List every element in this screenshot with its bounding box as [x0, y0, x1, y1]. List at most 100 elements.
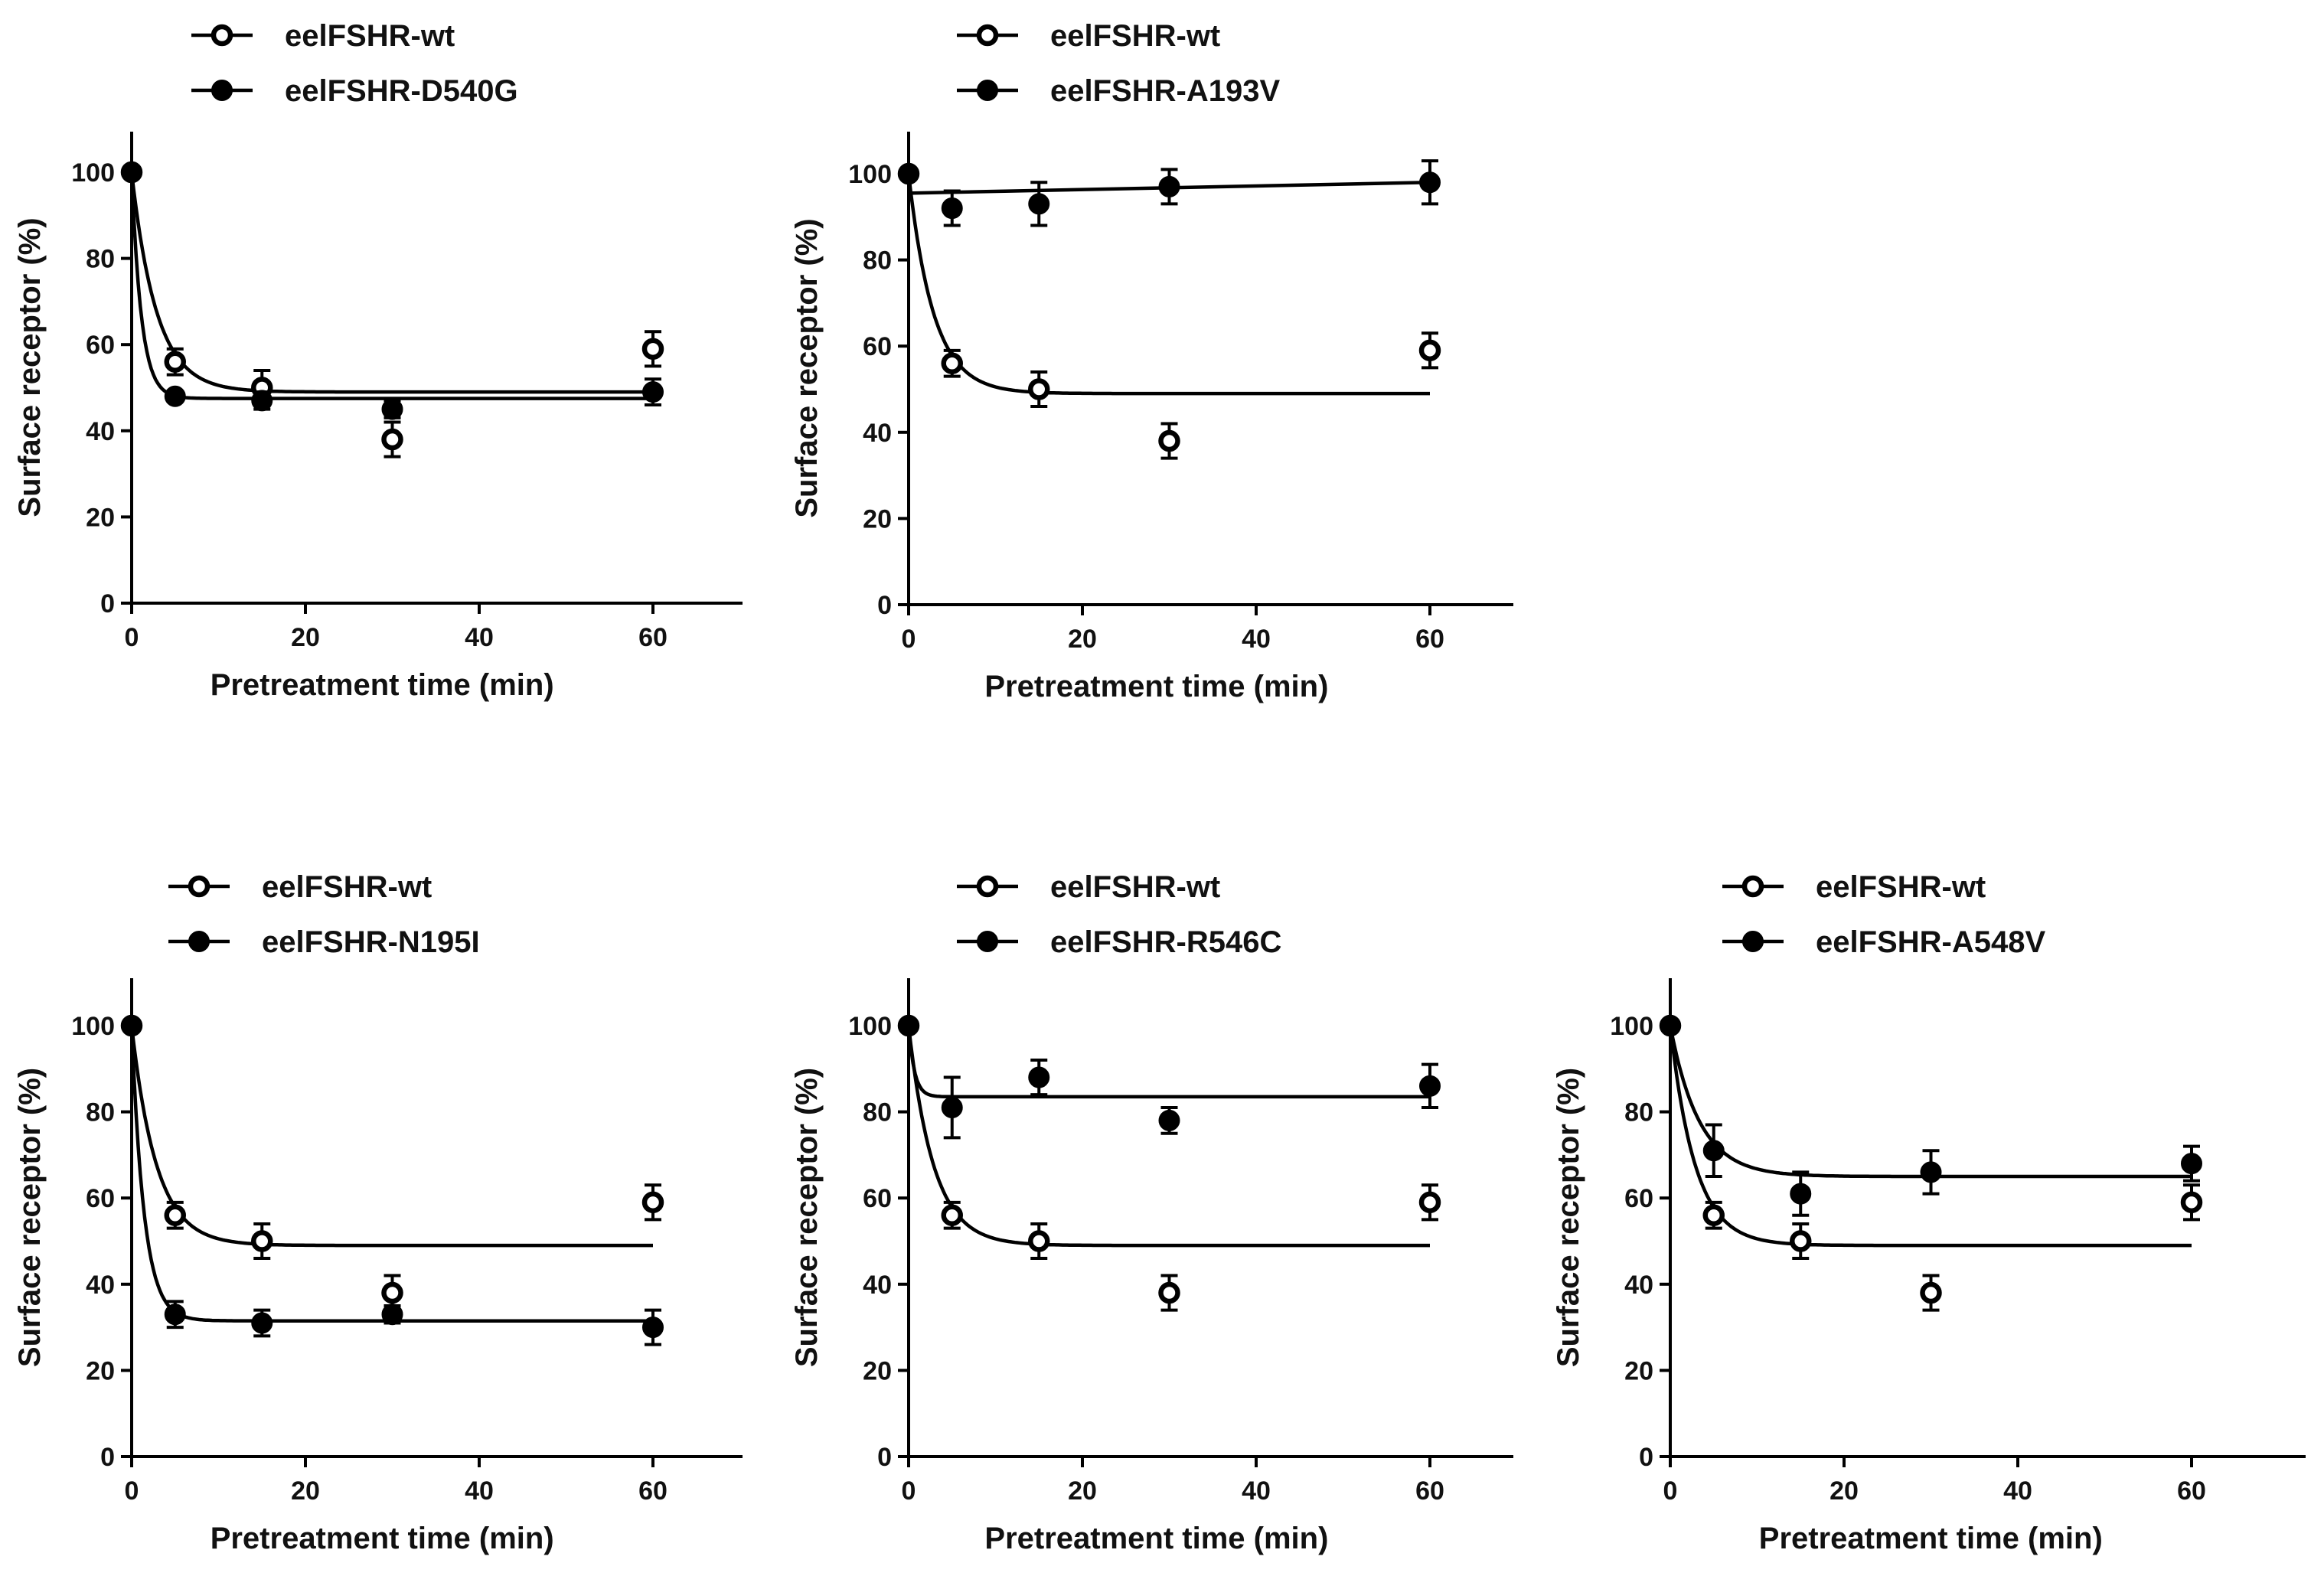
- data-point: [251, 1312, 273, 1334]
- x-tick-label: 20: [291, 1476, 320, 1506]
- x-tick-label: 20: [1829, 1476, 1859, 1506]
- data-point: [164, 351, 186, 373]
- y-tick-label: 0: [100, 1443, 115, 1472]
- legend-label: eelFSHR-A193V: [1050, 74, 1280, 108]
- data-point: [2180, 1191, 2203, 1214]
- data-point: [1028, 1066, 1050, 1088]
- x-tick-label: 40: [465, 623, 494, 652]
- y-tick-label: 20: [863, 1356, 892, 1385]
- data-point: [381, 1304, 403, 1326]
- y-tick-label: 20: [1624, 1356, 1653, 1385]
- series-eelFSHR-D540G: [121, 162, 664, 420]
- legend-label: eelFSHR-wt: [1050, 19, 1220, 53]
- chart-panel-top-left: 0 20 40 60 80 100 0 20 40 60 Pretreatment time (mi…: [13, 19, 743, 702]
- data-point: [164, 385, 186, 407]
- y-tick-label: 100: [71, 158, 115, 188]
- x-tick-label: 0: [902, 1476, 916, 1506]
- y-tick-label: 0: [1639, 1443, 1653, 1472]
- series-eelFSHR-A193V: [898, 159, 1441, 227]
- legend-label: eelFSHR-A548V: [1816, 925, 2045, 959]
- y-axis-label: Surface receptor (%): [790, 218, 824, 517]
- data-point: [1419, 1075, 1441, 1097]
- data-point: [898, 163, 919, 184]
- data-point: [164, 1304, 186, 1326]
- legend-entry: eelFSHR-wt: [168, 870, 432, 904]
- y-axis-label: Surface receptor (%): [13, 1068, 47, 1367]
- legend-marker: [1742, 931, 1764, 952]
- y-tick-label: 0: [877, 591, 892, 620]
- series-eelFSHR-wt: [1659, 1014, 2203, 1312]
- y-tick-label: 20: [86, 1356, 115, 1385]
- legend-label: eelFSHR-wt: [1816, 870, 1986, 904]
- data-point: [251, 1230, 273, 1252]
- y-tick-label: 60: [1624, 1184, 1653, 1213]
- legend-label: eelFSHR-N195I: [262, 925, 480, 959]
- chart-panel-bottom-middle: 0 20 40 60 80 100 0 20 40 60 Pretreatment time (mi…: [790, 870, 1513, 1555]
- y-tick-label: 80: [863, 246, 892, 276]
- y-tick-label: 40: [1624, 1271, 1653, 1300]
- fit-curve: [1668, 1025, 2192, 1248]
- y-tick-label: 0: [877, 1443, 892, 1472]
- y-tick-label: 0: [100, 589, 115, 618]
- y-axis-label: Surface receptor (%): [13, 217, 47, 517]
- legend-marker: [976, 875, 999, 898]
- data-point: [1920, 1161, 1942, 1183]
- x-tick-label: 60: [1415, 1476, 1444, 1506]
- legend-entry: eelFSHR-wt: [1722, 870, 1986, 904]
- y-tick-label: 100: [848, 160, 892, 189]
- series-eelFSHR-wt: [897, 162, 1441, 460]
- chart-panel-top-middle: 0 20 40 60 80 100 0 20 40 60 Pretreatment time (mi…: [790, 19, 1513, 703]
- y-tick-label: 100: [848, 1012, 892, 1041]
- series-eelFSHR-wt: [120, 161, 664, 458]
- legend-entry: eelFSHR-A193V: [957, 74, 1280, 108]
- data-point: [1790, 1230, 1812, 1252]
- data-point: [642, 381, 664, 403]
- x-tick-label: 0: [125, 1476, 139, 1506]
- data-point: [941, 197, 963, 220]
- data-point: [1158, 1281, 1180, 1304]
- data-point: [1028, 378, 1050, 400]
- y-axis-label: Surface receptor (%): [790, 1068, 824, 1367]
- data-point: [1702, 1204, 1725, 1226]
- y-tick-label: 80: [86, 245, 115, 274]
- series-eelFSHR-A548V: [1660, 1015, 2202, 1217]
- legend-label: eelFSHR-wt: [285, 19, 455, 53]
- y-tick-label: 20: [863, 504, 892, 533]
- data-point: [1028, 193, 1050, 215]
- y-tick-label: 100: [71, 1012, 115, 1041]
- legend-entry: eelFSHR-N195I: [168, 925, 480, 959]
- y-tick-label: 60: [86, 1184, 115, 1213]
- y-tick-label: 80: [86, 1098, 115, 1127]
- legend-label: eelFSHR-R546C: [1050, 925, 1281, 959]
- legend-marker: [211, 24, 233, 47]
- series-eelFSHR-N195I: [121, 1015, 664, 1346]
- data-point: [1158, 429, 1180, 452]
- legend-marker: [188, 875, 211, 898]
- data-point: [1028, 1230, 1050, 1252]
- fit-curve: [906, 1025, 1430, 1099]
- y-tick-label: 60: [863, 1184, 892, 1213]
- y-tick-label: 40: [86, 417, 115, 446]
- data-point: [251, 390, 273, 412]
- chart-panel-bottom-left: 0 20 40 60 80 100 0 20 40 60 Pretreatment time (mi…: [13, 870, 743, 1555]
- series-eelFSHR-wt: [897, 1014, 1441, 1312]
- x-tick-label: 0: [902, 625, 916, 654]
- x-tick-label: 40: [2003, 1476, 2032, 1506]
- y-axis-label: Surface receptor (%): [1552, 1068, 1585, 1367]
- fit-curve: [129, 171, 653, 394]
- x-axis-label: Pretreatment time (min): [211, 1522, 554, 1555]
- data-point: [1790, 1183, 1812, 1205]
- data-point: [2181, 1153, 2202, 1175]
- legend-entry: eelFSHR-D540G: [191, 74, 518, 108]
- x-tick-label: 20: [291, 623, 320, 652]
- y-tick-label: 20: [86, 503, 115, 532]
- x-tick-label: 40: [1242, 625, 1271, 654]
- data-point: [642, 1317, 664, 1339]
- legend-marker: [977, 931, 998, 952]
- x-tick-label: 60: [638, 623, 667, 652]
- y-tick-label: 40: [863, 419, 892, 448]
- x-tick-label: 40: [1242, 1476, 1271, 1506]
- data-point: [641, 338, 664, 361]
- legend-marker: [976, 24, 999, 47]
- data-point: [941, 1204, 963, 1226]
